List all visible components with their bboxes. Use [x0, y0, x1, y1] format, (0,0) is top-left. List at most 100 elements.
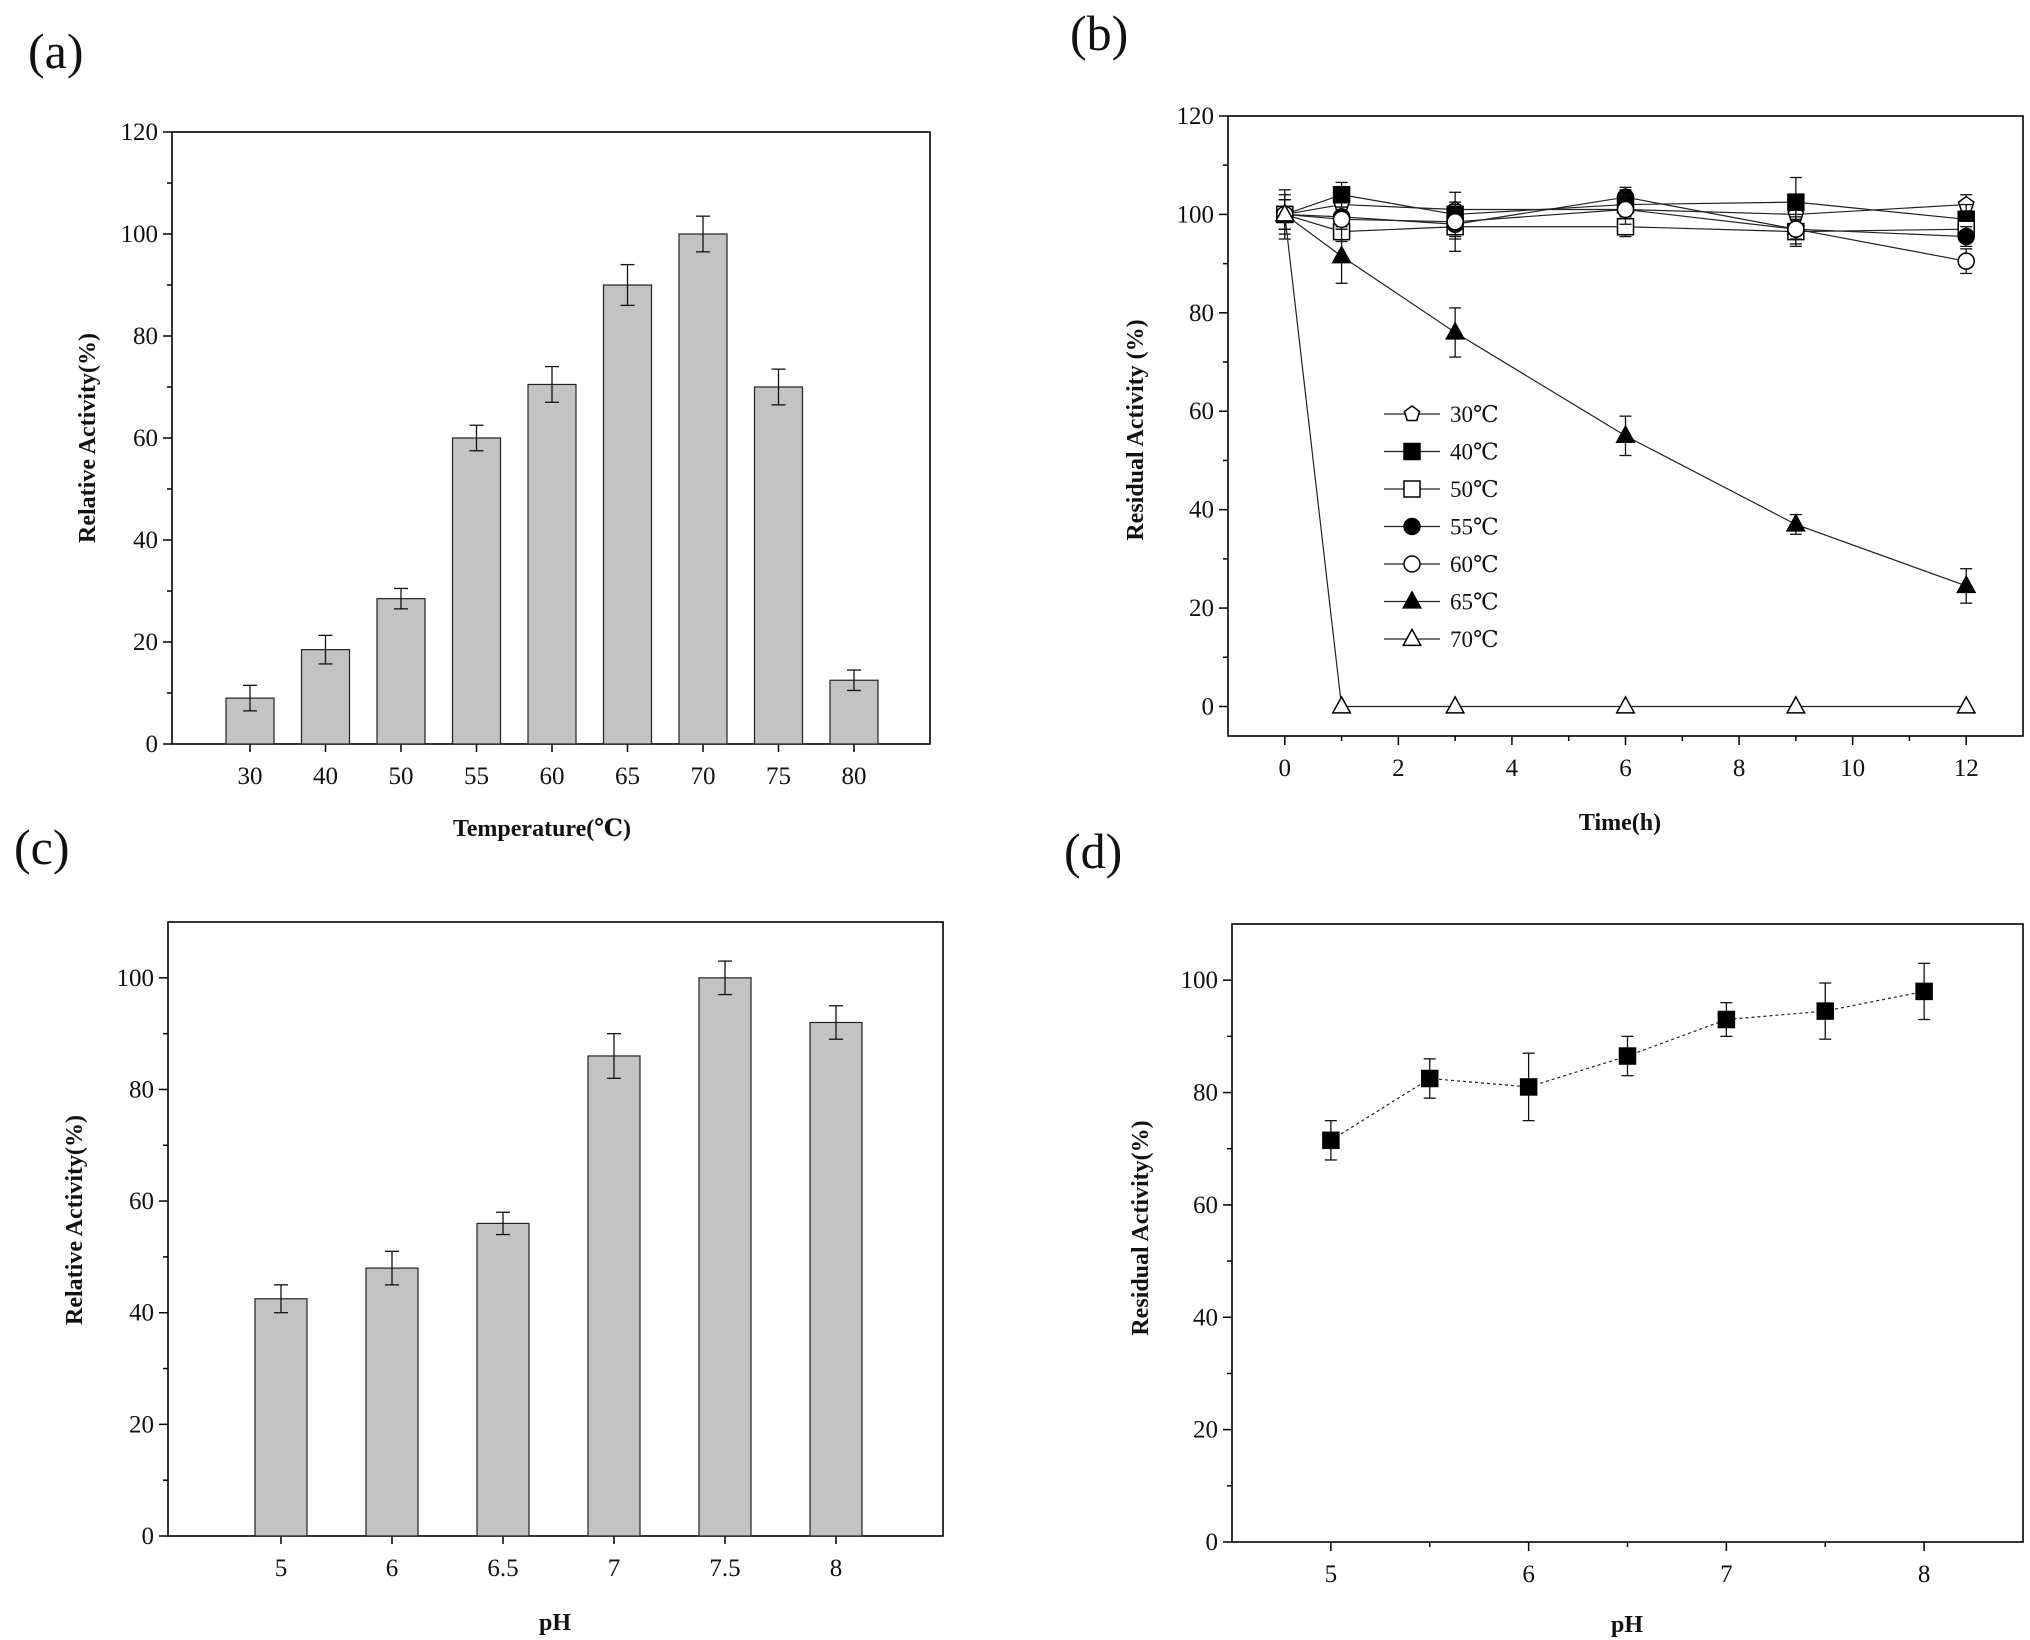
- bar: [476, 1222, 530, 1537]
- x-tick-label: 6: [386, 1555, 399, 1582]
- marker-square: [1618, 1047, 1637, 1065]
- panel-c-ylabel: Relative Activity(%): [62, 1115, 88, 1325]
- marker-circle: [1332, 210, 1351, 229]
- y-tick-label: 100: [1177, 201, 1215, 228]
- panel-d-ylabel: Residual Activity(%): [1128, 1120, 1154, 1335]
- y-tick-label: 0: [146, 731, 159, 758]
- marker-square: [1816, 1002, 1834, 1020]
- x-tick-label: 55: [464, 763, 489, 790]
- x-tick-label: 10: [1840, 755, 1865, 782]
- series-line: [1284, 208, 1967, 262]
- y-tick-label: 80: [129, 1076, 154, 1103]
- x-tick-label: 4: [1506, 755, 1519, 782]
- marker-circle: [1957, 252, 1975, 270]
- bar: [300, 649, 351, 745]
- marker-triangle: [1785, 695, 1806, 714]
- x-tick-label: 2: [1392, 755, 1405, 782]
- x-tick-label: 0: [1279, 755, 1292, 782]
- y-tick-label: 20: [1189, 595, 1214, 622]
- x-tick-label: 5: [1325, 1561, 1338, 1588]
- panel-b-thermal-stability: (b) 0 20 40 60 80 100 120 0 2 4 6 8 10 12 30℃ 40℃ 50℃ 5…: [1070, 5, 2024, 836]
- x-tick-label: 6.5: [487, 1555, 518, 1582]
- y-tick-label: 0: [142, 1523, 155, 1550]
- y-tick-label: 40: [129, 1300, 154, 1327]
- bar: [527, 383, 577, 745]
- series-line: [1284, 213, 1967, 233]
- y-tick-label: 40: [1189, 497, 1214, 524]
- y-tick-label: 120: [121, 119, 159, 146]
- panel-a-xlabel: Temperature(℃): [453, 816, 631, 842]
- bar: [376, 598, 426, 745]
- marker-pentagon: [1403, 405, 1421, 422]
- y-tick-label: 60: [1189, 398, 1214, 425]
- x-tick-label: 8: [830, 1555, 843, 1582]
- y-tick-label: 20: [129, 1411, 154, 1438]
- bar: [451, 437, 502, 745]
- marker-square: [1787, 193, 1805, 211]
- marker-square: [1403, 480, 1421, 498]
- x-tick-label: 7: [608, 1555, 621, 1582]
- marker-triangle: [1274, 203, 1295, 222]
- y-tick-label: 100: [121, 221, 159, 248]
- bar: [365, 1267, 419, 1537]
- marker-triangle: [1615, 424, 1636, 443]
- bar: [602, 284, 653, 745]
- marker-square: [1421, 1069, 1439, 1088]
- x-tick-label: 8: [1733, 755, 1746, 782]
- marker-circle: [1787, 220, 1805, 238]
- y-tick-label: 100: [1181, 967, 1219, 994]
- series-line: [1284, 194, 1967, 220]
- marker-square: [1332, 185, 1351, 204]
- marker-square: [1519, 1078, 1538, 1096]
- y-tick-label: 60: [129, 1188, 154, 1215]
- panel-c-label: (c): [14, 819, 70, 875]
- marker-triangle: [1785, 513, 1806, 532]
- x-tick-label: 30: [238, 763, 263, 790]
- legend-label: 55℃: [1450, 515, 1499, 540]
- x-tick-label: 7: [1720, 1561, 1733, 1588]
- bar: [587, 1055, 641, 1537]
- panel-a-temperature-activity: (a) 0 20 40 60 80 100 120 30 40 50 55 60 65 70 75 80 T…: [28, 23, 931, 842]
- x-tick-label: 6: [1619, 755, 1632, 782]
- y-tick-label: 0: [1206, 1529, 1219, 1556]
- x-tick-label: 50: [389, 763, 414, 790]
- y-tick-label: 100: [117, 965, 155, 992]
- panel-c-xlabel: pH: [539, 1610, 571, 1636]
- panel-a-ylabel: Relative Activity(%): [75, 333, 101, 543]
- marker-triangle: [1401, 627, 1423, 647]
- bar: [678, 233, 728, 745]
- legend-label: 50℃: [1450, 477, 1499, 502]
- y-tick-label: 80: [1189, 300, 1214, 327]
- panel-b-label: (b): [1070, 5, 1128, 61]
- bar: [809, 1021, 863, 1537]
- y-tick-label: 60: [1193, 1192, 1218, 1219]
- x-tick-label: 6: [1522, 1561, 1535, 1588]
- marker-circle: [1403, 517, 1421, 536]
- marker-triangle: [1956, 695, 1977, 714]
- marker-triangle: [1331, 695, 1352, 714]
- marker-triangle: [1401, 590, 1423, 609]
- y-tick-label: 80: [133, 323, 158, 350]
- y-tick-label: 60: [133, 425, 158, 452]
- legend-label: 65℃: [1450, 590, 1499, 615]
- marker-square: [1915, 982, 1933, 1001]
- panel-c-ph-activity: (c) 0 20 40 60 80 100 5 6 6.5 7 7.5 8 pH Relative …: [14, 819, 944, 1636]
- bar: [753, 386, 804, 745]
- marker-square: [1403, 442, 1421, 461]
- marker-triangle: [1615, 695, 1636, 714]
- marker-circle: [1446, 213, 1464, 231]
- bar: [698, 977, 752, 1537]
- legend-label: 70℃: [1450, 627, 1499, 652]
- bar: [254, 1298, 308, 1537]
- x-tick-label: 60: [540, 763, 565, 790]
- marker-circle: [1616, 200, 1635, 219]
- panel-c-plot-frame: [167, 921, 944, 1537]
- panel-d-xlabel: pH: [1611, 1612, 1643, 1638]
- x-tick-label: 7.5: [709, 1555, 740, 1582]
- legend-label: 30℃: [1450, 402, 1499, 427]
- marker-circle: [1403, 555, 1421, 573]
- marker-square: [1717, 1010, 1736, 1029]
- marker-square: [1322, 1131, 1340, 1150]
- y-tick-label: 80: [1193, 1080, 1218, 1107]
